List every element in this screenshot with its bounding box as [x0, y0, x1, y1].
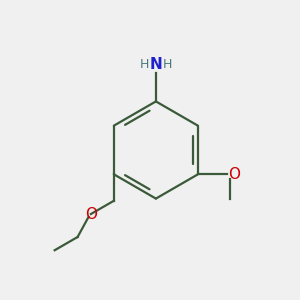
Text: O: O [228, 167, 240, 182]
Text: H: H [140, 58, 149, 71]
Text: O: O [85, 206, 97, 221]
Text: H: H [162, 58, 172, 71]
Text: N: N [149, 57, 162, 72]
